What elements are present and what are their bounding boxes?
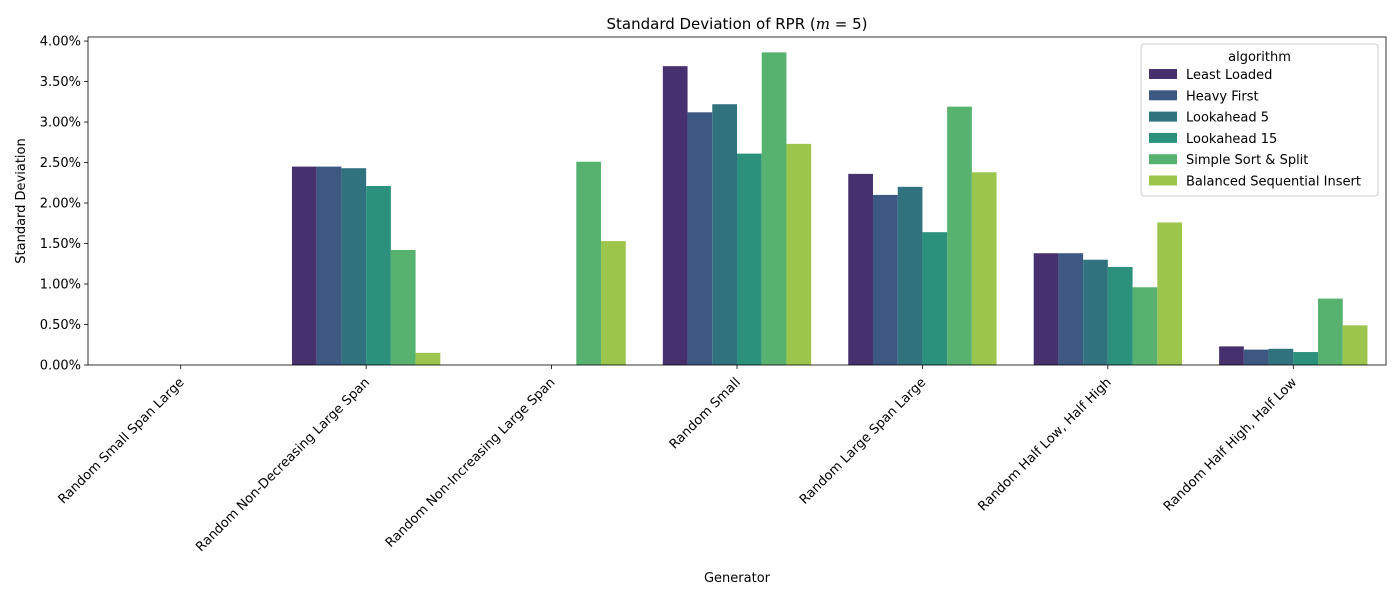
bars-layer bbox=[291, 52, 1368, 366]
legend-label: Least Loaded bbox=[1186, 68, 1272, 83]
y-tick-label: 1.00% bbox=[40, 278, 81, 293]
bar-4-3 bbox=[922, 232, 948, 365]
bar-1-0 bbox=[291, 166, 317, 365]
bar-1-2 bbox=[341, 168, 367, 365]
legend-label: Balanced Sequential Insert bbox=[1186, 175, 1361, 190]
y-tick-label: 4.00% bbox=[40, 35, 81, 50]
legend-label: Lookahead 5 bbox=[1186, 111, 1269, 126]
bar-1-4 bbox=[390, 249, 416, 365]
chart-title-math: m bbox=[816, 15, 830, 33]
legend-label: Lookahead 15 bbox=[1186, 132, 1277, 147]
bar-5-1 bbox=[1058, 253, 1084, 365]
bar-4-4 bbox=[947, 106, 972, 365]
bar-4-2 bbox=[897, 186, 923, 365]
y-tick-label: 2.50% bbox=[40, 156, 81, 171]
bar-1-3 bbox=[366, 186, 391, 365]
chart-title-prefix: Standard Deviation of RPR ( bbox=[607, 15, 816, 33]
bar-3-5 bbox=[786, 143, 812, 365]
legend-swatch bbox=[1149, 132, 1177, 143]
x-tick-label: Random Half High, Half Low bbox=[1161, 375, 1300, 514]
bar-6-2 bbox=[1268, 348, 1294, 365]
legend-swatch bbox=[1149, 90, 1177, 101]
legend-swatch bbox=[1149, 175, 1177, 186]
bar-5-2 bbox=[1083, 259, 1108, 365]
bar-3-3 bbox=[737, 153, 762, 365]
legend-label: Simple Sort & Split bbox=[1186, 153, 1308, 168]
bar-4-0 bbox=[848, 173, 873, 365]
bar-4-5 bbox=[971, 172, 997, 365]
y-tick-label: 0.50% bbox=[40, 318, 81, 333]
legend: algorithm Least Loaded Heavy First Lookahea… bbox=[1140, 43, 1379, 197]
bar-1-5 bbox=[415, 352, 441, 365]
chart-title: Standard Deviation of RPR (m = 5) bbox=[607, 15, 868, 33]
y-tick-label: 0.00% bbox=[40, 359, 81, 374]
x-axis-label: Generator bbox=[704, 571, 771, 586]
x-tick-label: Random Non-Increasing Large Span bbox=[383, 375, 559, 551]
y-tick-label: 3.00% bbox=[40, 116, 81, 131]
y-tick-label: 2.00% bbox=[40, 197, 81, 212]
bar-2-5 bbox=[601, 241, 626, 365]
bar-5-4 bbox=[1132, 287, 1158, 365]
bar-5-3 bbox=[1107, 267, 1133, 365]
x-tick-label: Random Large Span Large bbox=[797, 375, 929, 507]
legend-label: Heavy First bbox=[1186, 89, 1259, 104]
bar-5-5 bbox=[1157, 222, 1183, 365]
legend-box bbox=[1140, 43, 1379, 197]
bar-6-4 bbox=[1318, 298, 1343, 365]
y-tick-label: 3.50% bbox=[40, 75, 81, 90]
legend-title: algorithm bbox=[1228, 50, 1291, 65]
bar-3-0 bbox=[662, 66, 688, 366]
chart-title-suffix: = 5) bbox=[830, 15, 868, 33]
bar-3-1 bbox=[687, 112, 713, 366]
bar-6-5 bbox=[1342, 325, 1368, 365]
legend-swatch bbox=[1149, 69, 1177, 79]
x-tick-label: Random Small bbox=[667, 375, 744, 452]
bar-5-0 bbox=[1033, 253, 1059, 365]
bar-1-1 bbox=[316, 166, 342, 365]
bar-6-3 bbox=[1293, 352, 1319, 365]
x-tick-label: Random Small Span Large bbox=[56, 375, 188, 507]
bar-2-4 bbox=[576, 161, 602, 365]
bar-3-4 bbox=[761, 52, 787, 365]
legend-swatch bbox=[1149, 111, 1177, 122]
legend-swatch bbox=[1149, 154, 1177, 165]
bar-6-0 bbox=[1219, 346, 1244, 365]
bar-6-1 bbox=[1243, 349, 1269, 365]
x-tick-label: Random Non-Decreasing Large Span bbox=[193, 375, 373, 555]
x-tick-label: Random Half Low, Half High bbox=[976, 375, 1115, 514]
bar-4-1 bbox=[872, 194, 898, 365]
y-axis-label: Standard Deviation bbox=[14, 138, 29, 263]
y-tick-label: 1.50% bbox=[40, 237, 81, 252]
bar-3-2 bbox=[712, 104, 737, 365]
